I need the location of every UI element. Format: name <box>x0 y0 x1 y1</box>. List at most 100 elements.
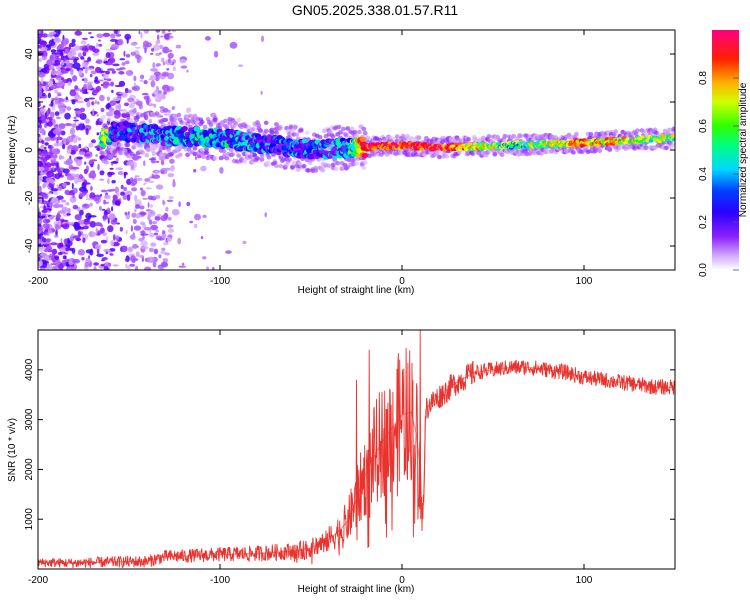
heatmap-cell <box>133 82 137 86</box>
heatmap-cell <box>118 143 123 148</box>
heatmap-cell <box>151 151 157 156</box>
heatmap-cell <box>90 36 94 39</box>
heatmap-cell <box>41 140 45 145</box>
heatmap-cell <box>50 49 57 53</box>
heatmap-cell <box>97 101 100 105</box>
heatmap-cell <box>264 212 267 218</box>
heatmap-cell <box>40 252 48 257</box>
heatmap-cell <box>45 228 48 233</box>
heatmap-cell <box>193 168 197 173</box>
heatmap-cell <box>138 30 141 35</box>
heatmap-cell <box>69 127 76 135</box>
heatmap-cell <box>167 72 175 80</box>
heatmap-cell <box>204 36 211 41</box>
heatmap-cell <box>52 121 56 127</box>
heatmap-cell <box>48 61 53 64</box>
heatmap-cell <box>50 163 58 166</box>
heatmap-cell <box>125 142 131 148</box>
heatmap-cell <box>38 66 42 72</box>
heatmap-cell <box>125 263 128 268</box>
heatmap-cell <box>287 157 292 162</box>
heatmap-cell <box>71 166 80 170</box>
heatmap-cell <box>52 165 55 171</box>
heatmap-cell <box>168 30 171 33</box>
heatmap-cell <box>74 45 80 52</box>
heatmap-cell <box>671 126 675 131</box>
heatmap-cell <box>38 101 41 108</box>
heatmap-cell <box>341 126 346 132</box>
heatmap-cell <box>131 212 137 218</box>
heatmap-cell <box>121 62 126 66</box>
heatmap-cell <box>103 248 111 252</box>
heatmap-cell <box>467 142 473 146</box>
heatmap-cell <box>161 73 169 77</box>
heatmap-cell <box>167 228 175 233</box>
heatmap-cell <box>90 70 97 75</box>
heatmap-cell <box>60 238 63 243</box>
heatmap-cell <box>82 218 91 225</box>
heatmap-cell <box>41 213 47 216</box>
heatmap-cell <box>172 66 176 72</box>
heatmap-cell <box>44 137 51 142</box>
heatmap-cell <box>152 62 156 69</box>
heatmap-cell <box>97 163 100 171</box>
heatmap-cell <box>54 235 59 238</box>
heatmap-cell <box>204 150 209 156</box>
heatmap-cell <box>326 163 332 168</box>
heatmap-cell <box>106 96 110 102</box>
heatmap-cell <box>150 80 156 88</box>
heatmap-cell <box>85 118 90 124</box>
heatmap-cell <box>339 166 345 171</box>
heatmap-cell <box>109 167 114 170</box>
heatmap-cell <box>108 153 113 159</box>
heatmap-cell <box>95 66 102 74</box>
heatmap-cell <box>255 156 260 161</box>
heatmap-cell <box>664 145 669 150</box>
heatmap-cell <box>67 207 71 214</box>
heatmap-cell <box>176 112 182 118</box>
heatmap-cell <box>81 203 90 209</box>
heatmap-cell <box>131 109 137 114</box>
heatmap-cell <box>212 156 218 161</box>
heatmap-cell <box>41 33 49 38</box>
heatmap-cell <box>64 123 73 127</box>
heatmap-cell <box>105 70 110 75</box>
heatmap-cell <box>129 152 135 157</box>
heatmap-cell <box>38 38 42 42</box>
heatmap-cell <box>574 132 579 137</box>
heatmap-cell <box>171 30 177 33</box>
heatmap-cell <box>41 128 45 135</box>
heatmap-cell <box>162 46 170 54</box>
heatmap-cell <box>83 77 88 84</box>
heatmap-cell <box>47 229 53 234</box>
heatmap-cell <box>159 119 164 124</box>
heatmap-cell <box>54 111 60 116</box>
heatmap-cell <box>242 240 247 245</box>
heatmap-cell <box>140 240 148 247</box>
heatmap-cell <box>121 112 126 118</box>
heatmap-cell <box>58 210 66 214</box>
heatmap-cell <box>409 136 415 141</box>
bottom-y-tick-label: 3000 <box>24 408 35 431</box>
heatmap-cell <box>154 89 157 96</box>
heatmap-cell <box>150 68 159 72</box>
heatmap-cell <box>237 64 244 67</box>
heatmap-cell <box>53 38 62 43</box>
heatmap-cell <box>60 130 66 136</box>
heatmap-cell <box>71 182 74 190</box>
heatmap-cell <box>73 221 79 229</box>
heatmap-cell <box>143 227 152 231</box>
heatmap-cell <box>71 123 77 128</box>
heatmap-cell <box>52 148 61 155</box>
heatmap-cell <box>167 173 174 178</box>
heatmap-cell <box>230 152 236 157</box>
heatmap-cell <box>95 61 100 64</box>
heatmap-cell <box>200 236 204 240</box>
heatmap-cell <box>336 124 342 130</box>
heatmap-cell <box>62 223 70 230</box>
heatmap-cell <box>155 85 159 93</box>
heatmap-cell <box>150 242 157 247</box>
heatmap-cell <box>135 251 140 257</box>
top-y-ticks: -40 -20 0 20 40 <box>24 48 675 253</box>
heatmap-cell <box>153 232 159 236</box>
